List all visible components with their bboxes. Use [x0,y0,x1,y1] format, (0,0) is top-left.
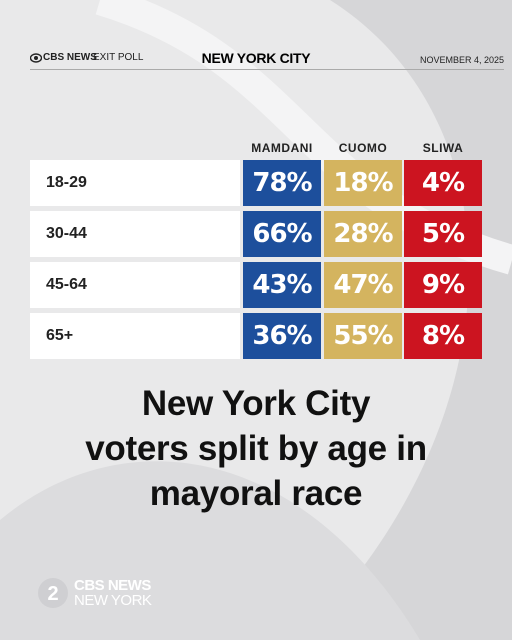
cell: 47% [324,262,402,308]
cell: 9% [404,262,482,308]
cell: 8% [404,313,482,359]
headline-line: voters split by age in [85,429,427,468]
row-label: 65+ [30,313,240,359]
row-label: 30-44 [30,211,240,257]
headline-line: mayoral race [149,474,363,513]
date: NOVEMBER 4, 2025 [419,55,504,65]
cell: 18% [324,160,402,206]
cell: 78% [243,160,321,206]
column-header: CUOMO [338,141,388,155]
cell: 5% [404,211,482,257]
footer-source: CBS NEWS [74,577,151,594]
column-header: SLIWA [422,141,464,155]
cell: 28% [324,211,402,257]
cell: 55% [324,313,402,359]
logo-eye [30,53,42,63]
title: NEW YORK CITY [201,50,311,66]
label: EXIT POLL [93,52,144,63]
cell: 36% [243,313,321,359]
cell: 66% [243,211,321,257]
footer-location: NEW YORK [74,592,152,609]
column-header: MAMDANI [251,141,313,155]
channel: 2 [47,583,58,605]
source: CBS NEWS [43,52,97,63]
rule [30,69,504,70]
cell: 43% [243,262,321,308]
headline-line: New York City [141,384,371,423]
row-label: 18-29 [30,160,240,206]
channel-logo: 2 [38,578,68,608]
cell: 4% [404,160,482,206]
swoosh [0,461,420,640]
row-label: 45-64 [30,262,240,308]
